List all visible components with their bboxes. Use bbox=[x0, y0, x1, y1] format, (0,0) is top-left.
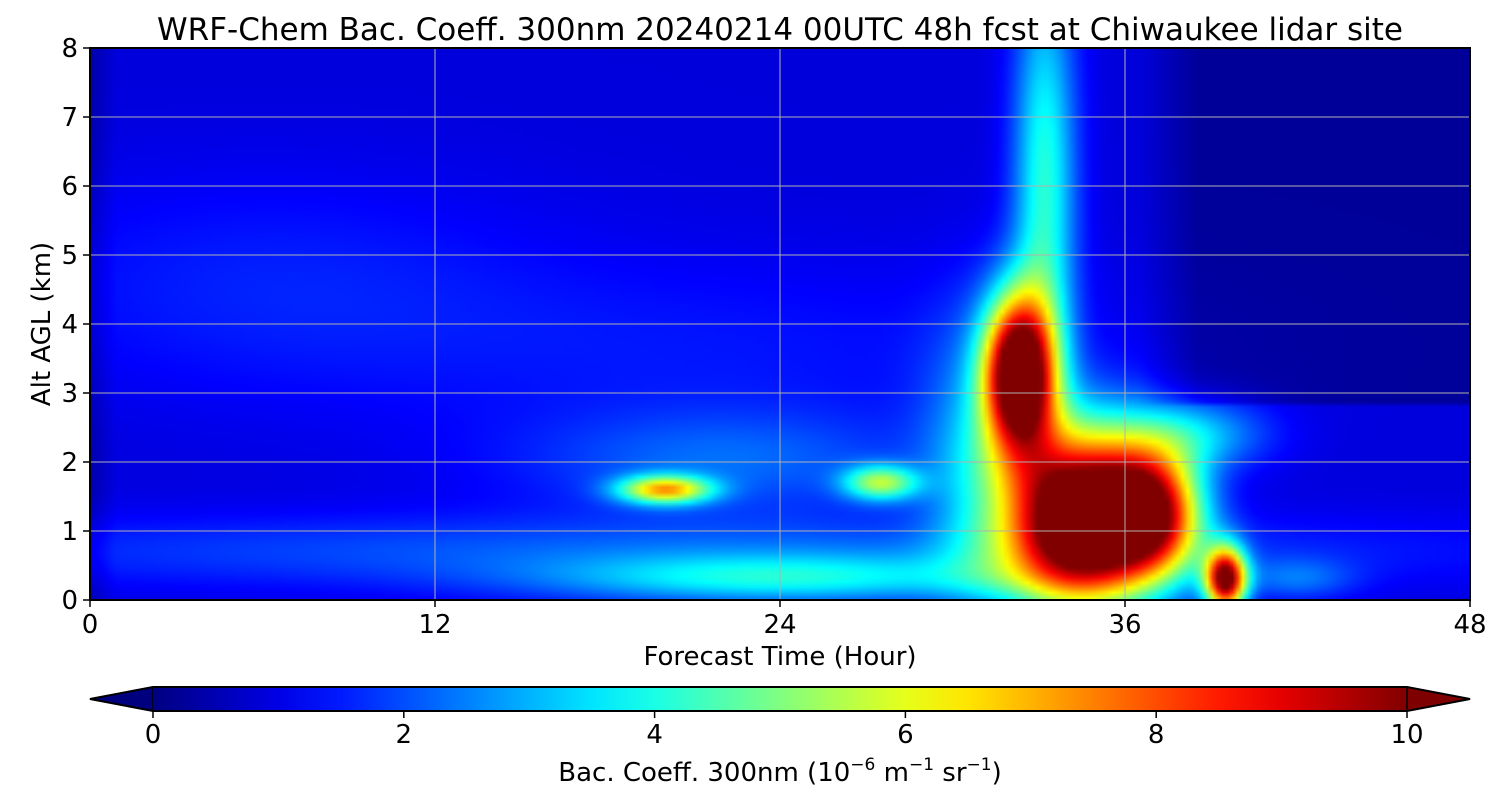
y-tick-label: 8 bbox=[61, 34, 78, 64]
x-axis-label: Forecast Time (Hour) bbox=[643, 642, 916, 672]
colorbar-label-mid2: sr bbox=[934, 758, 967, 788]
y-tick-label: 7 bbox=[61, 103, 78, 133]
x-tick-label: 24 bbox=[763, 610, 796, 640]
y-axis: 0 1 2 3 4 5 6 7 8 bbox=[61, 34, 90, 616]
colorbar-label-mid: m bbox=[875, 758, 909, 788]
colorbar-ticks: 0 2 4 6 8 10 bbox=[145, 711, 1424, 750]
colorbar: 0 2 4 6 8 10 Bac. Coeff. 300nm (10−6 m−1 sr−1… bbox=[89, 686, 1471, 788]
colorbar-label: Bac. Coeff. 300nm (10−6 m−1 sr−1) bbox=[558, 755, 1001, 788]
y-tick-label: 3 bbox=[61, 379, 78, 409]
colorbar-label-prefix: Bac. Coeff. 300nm (10 bbox=[558, 758, 850, 788]
y-tick-label: 2 bbox=[61, 448, 78, 478]
colorbar-extend-high bbox=[1406, 686, 1471, 712]
y-tick-label: 0 bbox=[61, 586, 78, 616]
y-tick-label: 1 bbox=[61, 517, 78, 547]
chart-title: WRF-Chem Bac. Coeff. 300nm 20240214 00UT… bbox=[157, 12, 1403, 48]
grid-lines bbox=[90, 48, 1470, 600]
x-tick-label: 0 bbox=[82, 610, 99, 640]
colorbar-label-exp1: −6 bbox=[850, 755, 875, 775]
x-tick-label: 48 bbox=[1453, 610, 1486, 640]
x-tick-label: 12 bbox=[418, 610, 451, 640]
y-tick-label: 4 bbox=[61, 310, 78, 340]
y-tick-label: 6 bbox=[61, 172, 78, 202]
colorbar-tick-label: 10 bbox=[1390, 720, 1423, 750]
colorbar-tick-label: 8 bbox=[1148, 720, 1165, 750]
colorbar-label-suffix: ) bbox=[992, 758, 1002, 788]
x-axis: 0 12 24 36 48 bbox=[82, 600, 1487, 640]
colorbar-tick-label: 0 bbox=[145, 720, 162, 750]
colorbar-tick-label: 2 bbox=[396, 720, 413, 750]
y-axis-label: Alt AGL (km) bbox=[27, 242, 57, 406]
colorbar-tick-label: 4 bbox=[646, 720, 663, 750]
y-tick-label: 5 bbox=[61, 241, 78, 271]
colorbar-label-exp2: −1 bbox=[909, 755, 934, 775]
colorbar-extend-low bbox=[89, 686, 154, 712]
x-tick-label: 36 bbox=[1108, 610, 1141, 640]
colorbar-tick-label: 6 bbox=[897, 720, 914, 750]
colorbar-label-exp3: −1 bbox=[967, 755, 992, 775]
colorbar-gradient bbox=[153, 687, 1407, 711]
